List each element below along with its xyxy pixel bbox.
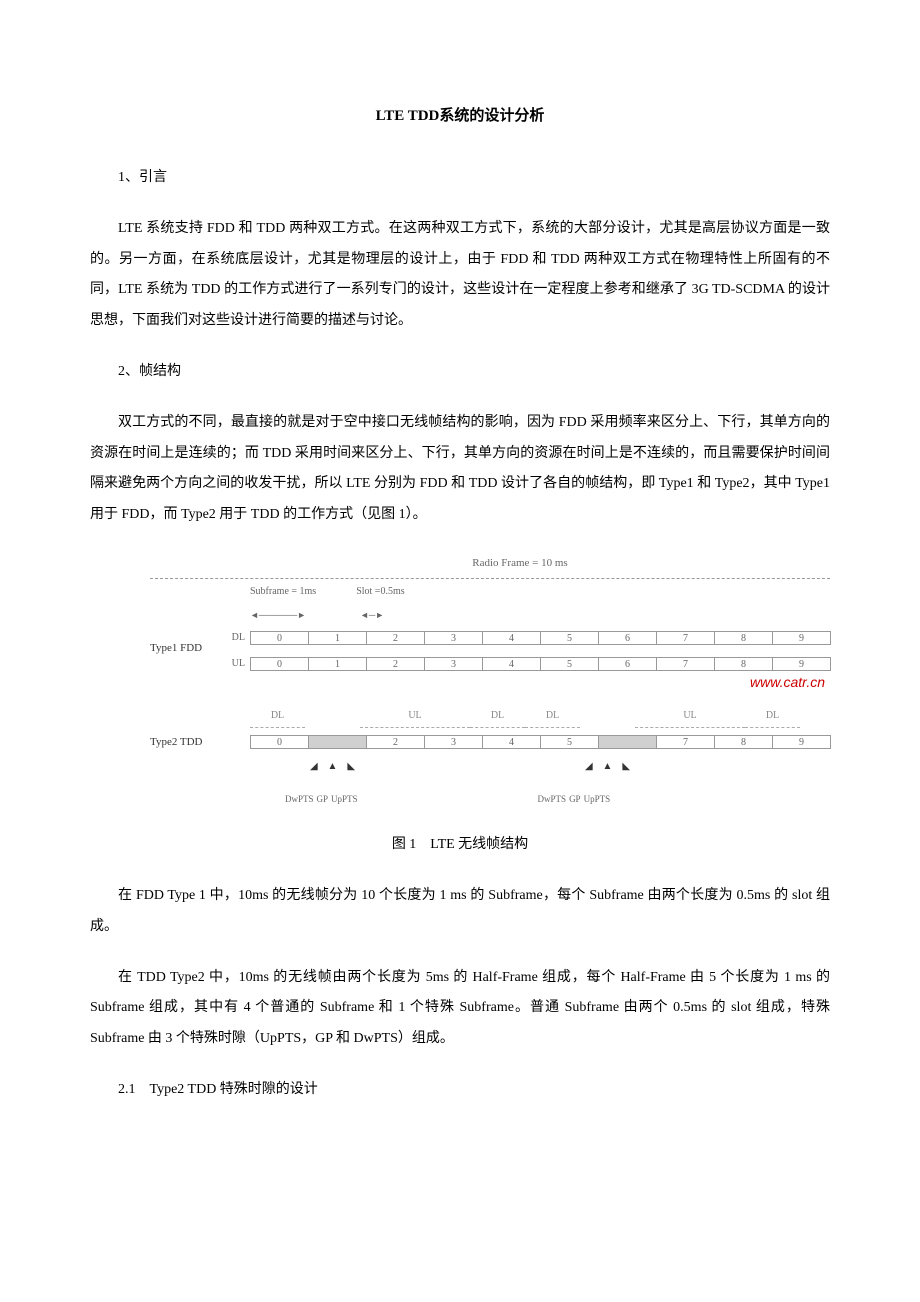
dl-indicator: DL	[250, 705, 305, 728]
subframe-cell: 0	[250, 657, 309, 671]
subframe-cell: 1	[308, 657, 367, 671]
subframe-cell: 5	[540, 631, 599, 645]
dl-indicator: DL	[470, 705, 525, 728]
subframe-cell-special	[308, 735, 367, 749]
tdd-dlul-indicators: DL UL DL DL UL DL	[150, 705, 830, 728]
top-dashed-line	[150, 578, 830, 579]
frame-diagram: Radio Frame = 10 ms Subframe = 1ms Slot …	[150, 551, 830, 810]
ul-indicator: UL	[360, 705, 470, 728]
watermark: www.catr.cn	[750, 667, 825, 698]
section-2-paragraph: 双工方式的不同，最直接的就是对于空中接口无线帧结构的影响，因为 FDD 采用频率…	[90, 408, 830, 531]
subframe-cell: 1	[308, 631, 367, 645]
section-21-header: 2.1 Type2 TDD 特殊时隙的设计	[90, 1075, 830, 1106]
after-fig-p2: 在 TDD Type2 中，10ms 的无线帧由两个长度为 5ms 的 Half…	[90, 963, 830, 1055]
ul-label: UL	[225, 653, 250, 675]
after-fig-p1: 在 FDD Type 1 中，10ms 的无线帧分为 10 个长度为 1 ms …	[90, 881, 830, 943]
tdd-row: Type2 TDD 0 2 3 4 5 7 8 9	[150, 730, 830, 754]
subframe-cell: 4	[482, 631, 541, 645]
dl-label: DL	[225, 627, 250, 649]
document-title: LTE TDD系统的设计分析	[90, 100, 830, 133]
subframe-cell: 3	[424, 631, 483, 645]
subframe-cell: 2	[366, 631, 425, 645]
type1-label: Type1 FDD	[150, 636, 225, 660]
fdd-ul-subframes: 0 1 2 3 4 5 6 7 8 9	[250, 657, 830, 671]
section-2-header: 2、帧结构	[90, 357, 830, 388]
section-1-header: 1、引言	[90, 163, 830, 194]
figure-1-caption: 图 1 LTE 无线帧结构	[90, 830, 830, 861]
subframe-cell: 9	[772, 735, 831, 749]
fdd-dl-subframes: 0 1 2 3 4 5 6 7 8 9	[250, 631, 830, 645]
subframe-cell: 5	[540, 735, 599, 749]
subframe-cell: 9	[772, 631, 831, 645]
fdd-ul-row: UL 0 1 2 3 4 5 6 7 8 9	[150, 653, 830, 675]
dwpts-label: DwPTS	[538, 790, 567, 810]
subframe-cell: 8	[714, 735, 773, 749]
uppts-label: UpPTS	[331, 790, 358, 810]
subframe-label: Subframe = 1ms	[250, 581, 316, 603]
dwpts-label: DwPTS	[285, 790, 314, 810]
subframe-cell: 0	[250, 631, 309, 645]
subframe-cell: 3	[424, 657, 483, 671]
pts-arrows: ◢▲◣ ◢▲◣	[150, 756, 830, 778]
radio-frame-label: Radio Frame = 10 ms	[150, 551, 830, 575]
subframe-cell: 7	[656, 657, 715, 671]
type2-label: Type2 TDD	[150, 730, 225, 754]
subframe-cell: 4	[482, 735, 541, 749]
subframe-cell: 3	[424, 735, 483, 749]
gp-label: GP	[317, 790, 329, 810]
figure-1-container: Radio Frame = 10 ms Subframe = 1ms Slot …	[90, 551, 830, 810]
subframe-cell: 7	[656, 735, 715, 749]
subframe-cell-special	[598, 735, 657, 749]
tdd-subframes: 0 2 3 4 5 7 8 9	[250, 735, 830, 749]
pts-labels: DwPTS GP UpPTS DwPTS GP UpPTS	[150, 790, 830, 810]
dl-indicator: DL	[525, 705, 580, 728]
subframe-cell: 6	[598, 657, 657, 671]
subframe-cell: 2	[366, 657, 425, 671]
slot-label: Slot =0.5ms	[356, 581, 404, 603]
dl-indicator: DL	[745, 705, 800, 728]
arrows-row: ◄──────► ◄─►	[150, 606, 830, 626]
subframe-cell: 7	[656, 631, 715, 645]
gp-label: GP	[569, 790, 581, 810]
subframe-cell: 2	[366, 735, 425, 749]
subframe-cell: 4	[482, 657, 541, 671]
subframe-annotations: Subframe = 1ms Slot =0.5ms	[150, 581, 830, 603]
subframe-cell: 0	[250, 735, 309, 749]
subframe-cell: 6	[598, 631, 657, 645]
subframe-cell: 5	[540, 657, 599, 671]
tdd-section: DL UL DL DL UL DL Type2 TDD 0 2 3 4 5	[150, 705, 830, 810]
subframe-cell: 8	[714, 631, 773, 645]
section-1-paragraph: LTE 系统支持 FDD 和 TDD 两种双工方式。在这两种双工方式下，系统的大…	[90, 214, 830, 337]
ul-indicator: UL	[635, 705, 745, 728]
uppts-label: UpPTS	[584, 790, 611, 810]
fdd-dl-row: Type1 FDD DL 0 1 2 3 4 5 6 7 8 9	[150, 626, 830, 650]
